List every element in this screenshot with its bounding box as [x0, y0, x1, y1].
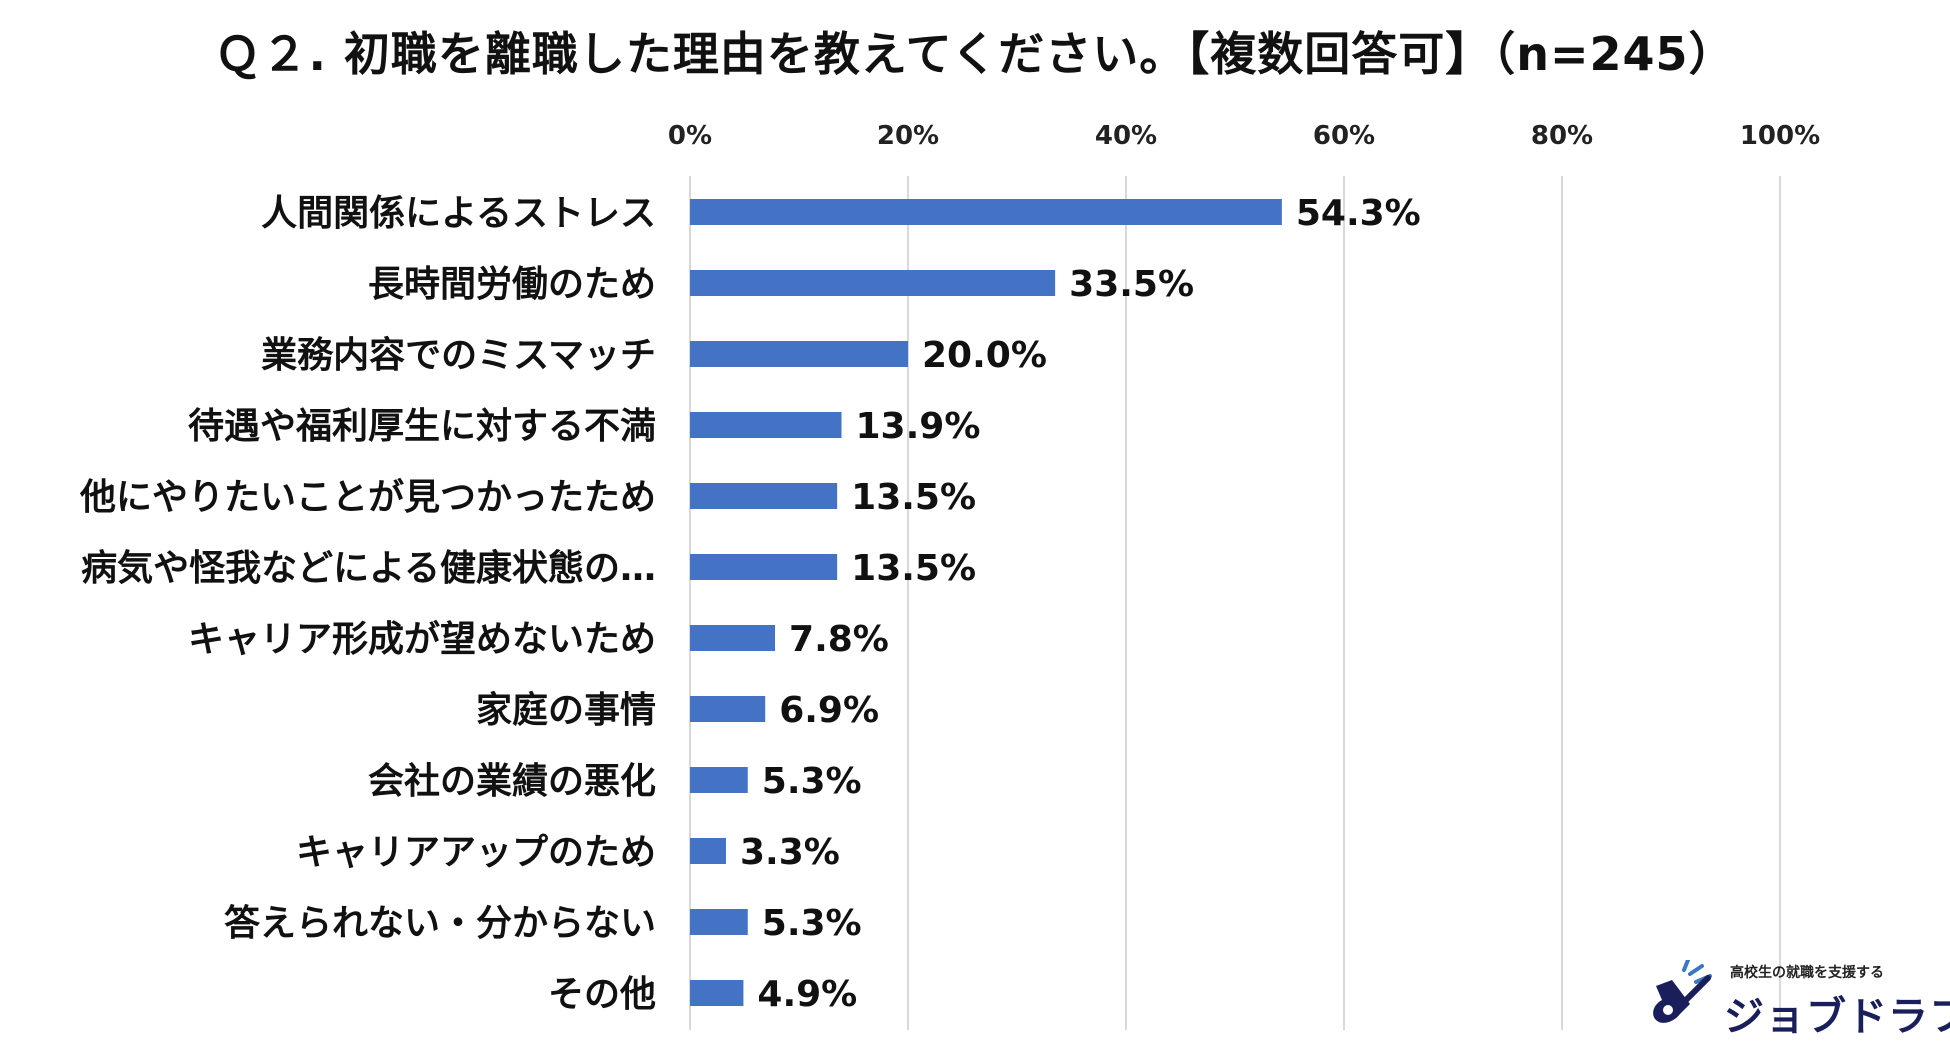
data-label: 13.5%: [851, 548, 976, 589]
data-label: 3.3%: [740, 832, 840, 873]
data-label: 33.5%: [1069, 264, 1194, 305]
x-tick-label: 40%: [1095, 121, 1157, 151]
data-label: 54.3%: [1296, 193, 1421, 234]
x-tick-label: 100%: [1740, 121, 1820, 151]
x-tick-label: 60%: [1313, 121, 1375, 151]
jobdraft-logo: 高校生の就職を支援する ジョブドラフト: [1640, 958, 1950, 1040]
category-label: 会社の業績の悪化: [368, 761, 656, 802]
chart-title: Ｑ２. 初職を離職した理由を教えてください。【複数回答可】（n=245）: [214, 27, 1736, 81]
logo-tagline: 高校生の就職を支援する: [1730, 965, 1884, 981]
bar: [690, 412, 842, 438]
category-label: その他: [548, 974, 656, 1015]
category-labels: 人間関係によるストレス長時間労働のため業務内容でのミスマッチ待遇や福利厚生に対す…: [79, 193, 656, 1015]
bars: [690, 199, 1282, 1006]
gridlines: [689, 176, 1781, 1030]
data-label: 13.5%: [851, 477, 976, 518]
bar: [690, 980, 744, 1006]
category-label: 答えられない・分からない: [224, 903, 656, 944]
category-label: 人間関係によるストレス: [261, 193, 656, 234]
bar: [690, 625, 776, 651]
value-labels: 54.3% 33.5% 20.0% 13.9% 13.5% 13.5% 7.8% 6.9% 5.…: [740, 193, 1421, 1015]
data-label: 6.9%: [779, 690, 879, 731]
data-label: 13.9%: [856, 406, 981, 447]
x-tick-label: 0%: [668, 121, 712, 151]
category-label: 業務内容でのミスマッチ: [261, 335, 656, 376]
data-label: 5.3%: [762, 761, 862, 802]
bar: [690, 270, 1056, 296]
bar: [690, 909, 748, 935]
logo-name: ジョブドラフト: [1724, 994, 1950, 1040]
data-label: 4.9%: [757, 974, 857, 1015]
category-label: 長時間労働のため: [368, 264, 656, 305]
bar: [690, 341, 908, 367]
x-tick-label: 80%: [1531, 121, 1593, 151]
bar: [690, 199, 1282, 225]
category-label: キャリアアップのため: [296, 832, 656, 873]
bar: [690, 554, 838, 580]
bar: [690, 483, 838, 509]
x-axis-ticks: 0% 20% 40% 60% 80% 100%: [668, 121, 1820, 151]
data-label: 7.8%: [789, 619, 889, 660]
bar: [690, 696, 766, 722]
data-label: 20.0%: [922, 335, 1047, 376]
category-label: 家庭の事情: [476, 690, 656, 731]
data-label: 5.3%: [762, 903, 862, 944]
category-label: 他にやりたいことが見つかったため: [79, 477, 656, 518]
x-tick-label: 20%: [877, 121, 939, 151]
guitar-logo-icon: [1653, 960, 1712, 1023]
category-label: 病気や怪我などによる健康状態の…: [81, 547, 656, 589]
bar: [690, 767, 748, 793]
category-label: 待遇や福利厚生に対する不満: [188, 406, 656, 447]
category-label: キャリア形成が望めないため: [188, 619, 656, 660]
bar: [690, 838, 726, 864]
